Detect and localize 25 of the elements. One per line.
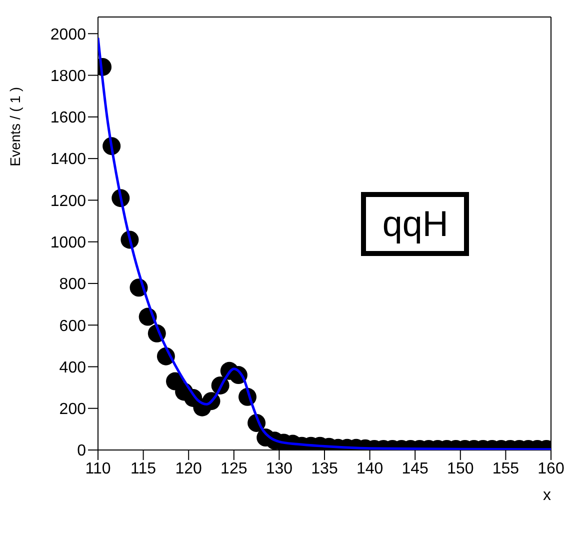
x-tick-label: 135 [311,460,338,478]
x-tick-label: 150 [447,460,474,478]
y-tick-label: 0 [77,442,86,460]
y-tick-label: 400 [59,359,86,376]
x-tick-label: 110 [85,460,111,478]
x-tick-label: 120 [175,460,202,478]
x-tick-label: 145 [402,460,429,478]
x-axis-title: x [543,487,551,504]
x-tick-label: 115 [130,460,156,478]
x-tick-label: 160 [538,460,564,478]
y-tick-label: 800 [59,276,86,294]
x-tick-label: 125 [220,460,248,478]
y-tick-label: 200 [59,401,86,418]
y-tick-label: 2000 [50,26,86,44]
y-tick-label: 1000 [50,234,86,252]
y-tick-label: 1800 [50,68,86,85]
y-tick-label: 1400 [50,151,86,168]
y-tick-label: 1600 [50,110,86,127]
y-tick-label: 1200 [50,192,86,210]
y-tick-label: 600 [59,318,86,335]
y-axis-title: Events / ( 1 ) [6,87,23,166]
annotation: qqH [361,192,470,256]
x-tick-label: 155 [492,460,520,478]
x-tick-label: 140 [356,460,384,478]
x-tick-label: 130 [266,460,293,478]
